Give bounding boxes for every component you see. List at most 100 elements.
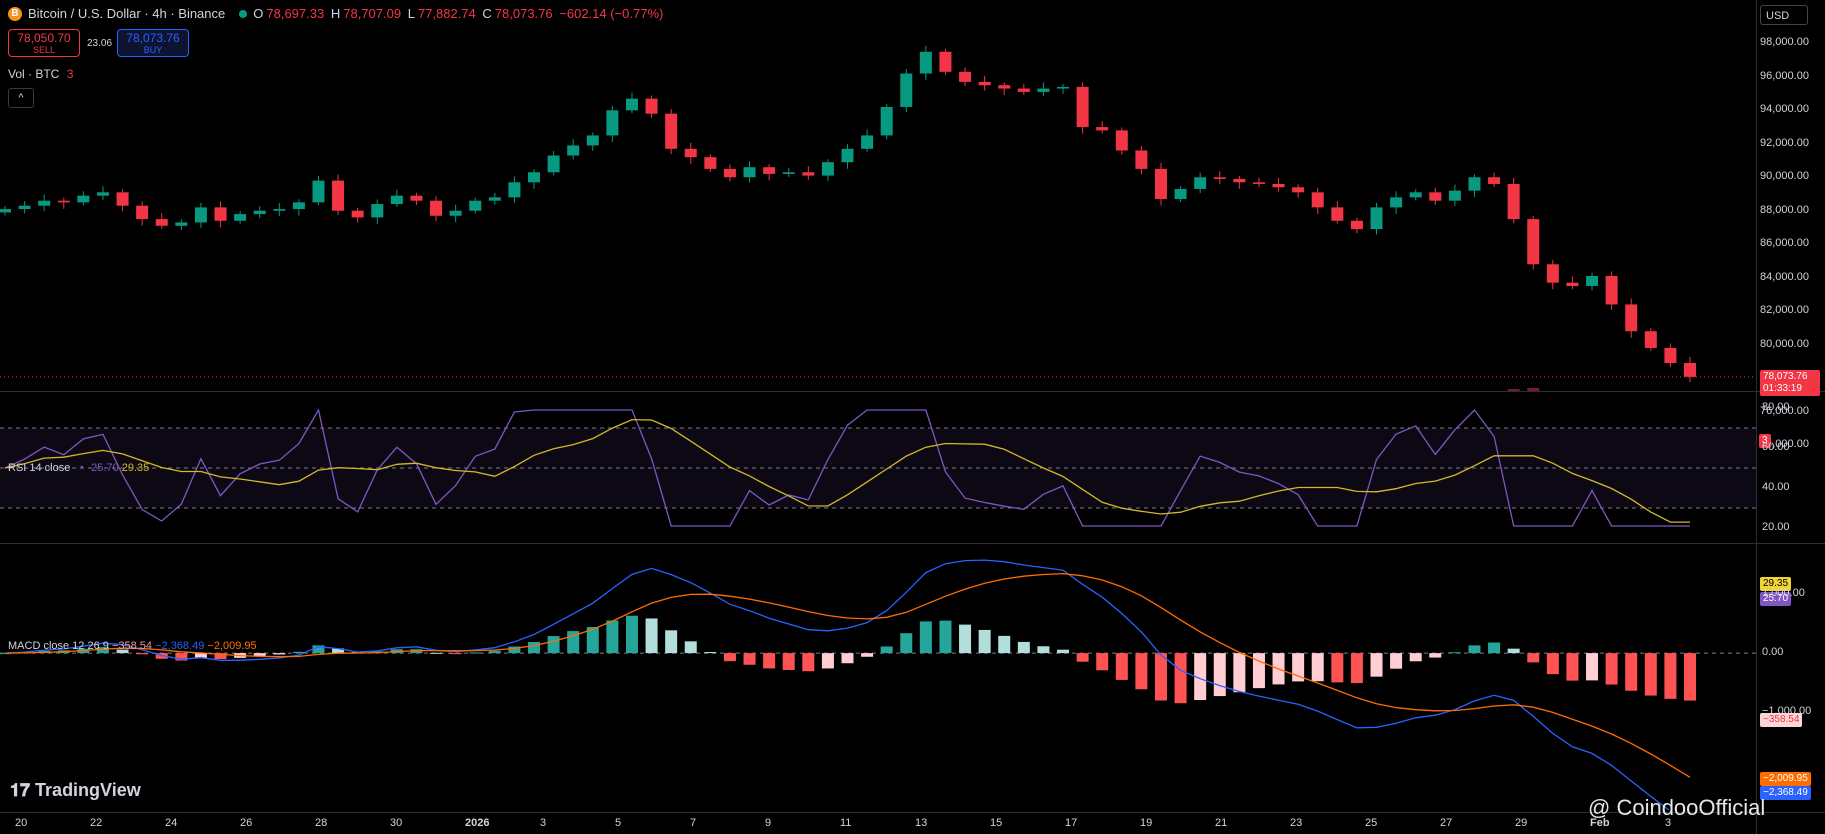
time-tick-label: 29	[1515, 817, 1528, 829]
candle-body	[390, 195, 403, 205]
candle-body	[1664, 347, 1677, 364]
candle-body	[136, 205, 149, 220]
macd-histogram-bar	[586, 627, 599, 654]
collapse-legend-button[interactable]: ^	[8, 88, 34, 108]
macd-signal-line	[4, 572, 1691, 778]
market-open-icon	[239, 9, 248, 18]
candle-body	[1017, 88, 1030, 92]
candle-body	[351, 210, 364, 218]
candle-body	[155, 219, 168, 226]
macd-histogram-bar	[1233, 653, 1246, 693]
macd-tick-label: 0.00	[1762, 646, 1784, 659]
time-tick-label: 27	[1440, 817, 1453, 829]
macd-histogram-bar	[332, 648, 345, 654]
macd-histogram-bar	[1350, 653, 1363, 684]
candle-body	[508, 182, 521, 198]
macd-histogram-bar	[1409, 653, 1422, 662]
ohlc-values: O 78,697.33 H 78,707.09 L 77,882.74 C 78,073…	[253, 6, 664, 21]
macd-histogram-bar	[1605, 653, 1618, 685]
candle-body	[1507, 183, 1520, 220]
sell-button[interactable]: 78,050.70 SELL	[8, 29, 80, 57]
rsi-tick-label: 80.00	[1762, 401, 1790, 413]
macd-histogram-bar	[1507, 648, 1520, 654]
macd-histogram-bar	[782, 653, 795, 670]
rsi-ma-line	[4, 419, 1690, 523]
price-tick-label: 76,000.00	[1760, 404, 1809, 417]
time-tick-label: 19	[1140, 817, 1153, 829]
price-tick-label: 84,000.00	[1760, 270, 1809, 283]
macd-histogram-bar	[508, 646, 521, 654]
candle-body	[253, 210, 266, 215]
candle-body	[1272, 183, 1285, 188]
price-axis[interactable]: 98,000.00 96,000.00 94,000.00 92,000.00 90,0…	[1760, 0, 1825, 450]
candle-body	[273, 209, 286, 211]
tradingview-logo[interactable]: 𝟏𝟕 TradingView	[10, 780, 141, 800]
candle-body	[939, 51, 952, 72]
candle-body	[1625, 304, 1638, 332]
currency-select[interactable]: USD	[1760, 5, 1808, 25]
macd-histogram-bar	[763, 653, 776, 669]
candle-body	[1527, 219, 1540, 265]
symbol-legend: B Bitcoin / U.S. Dollar · 4h · Binance O…	[8, 6, 666, 21]
macd-line-tag: −2,368.49	[1760, 786, 1811, 800]
rsi-axis[interactable]: 80.00 60.00 40.00 20.00	[1760, 393, 1825, 543]
candle-body	[645, 98, 658, 114]
macd-histogram-bar	[959, 624, 972, 654]
candle-body	[1586, 275, 1599, 287]
time-tick-label: 13	[915, 817, 928, 829]
buy-button[interactable]: 78,073.76 BUY	[117, 29, 189, 57]
candle-body	[802, 172, 815, 176]
candle-body	[234, 214, 247, 221]
macd-tick-label: 1,000.00	[1762, 587, 1805, 600]
candle-body	[1429, 192, 1442, 201]
macd-histogram-bar	[1370, 653, 1383, 677]
candle-body	[488, 197, 501, 201]
chevron-up-icon: ^	[18, 92, 24, 104]
time-tick-label: 23	[1290, 817, 1303, 829]
macd-histogram-bar	[1174, 653, 1187, 704]
candle-body	[449, 210, 462, 216]
candle-body	[1154, 168, 1167, 200]
loading-icon: ◔	[77, 462, 85, 474]
candle-body	[371, 204, 384, 218]
events-badge[interactable]: 3	[1759, 434, 1771, 448]
price-tick-label: 90,000.00	[1760, 170, 1809, 183]
time-axis[interactable]: 20 22 24 26 28 30 2026 3 5 7 9 11 13 15 17 19 21 23 25 27 29…	[0, 813, 1756, 834]
rsi-tick-label: 60.00	[1762, 441, 1790, 453]
last-price-tag: 78,073.76 01:33:19	[1760, 370, 1820, 396]
rsi-value-tag: 25.70	[1760, 592, 1792, 606]
time-tick-label: 24	[165, 817, 178, 829]
time-tick-label: 25	[1365, 817, 1378, 829]
macd-histogram-bar	[1468, 645, 1481, 654]
macd-axis[interactable]: 1,000.00 0.00 −1,000.00	[1760, 545, 1825, 810]
candle-body	[1292, 187, 1305, 193]
macd-histogram-bar	[469, 652, 482, 654]
macd-legend[interactable]: MACD close 12 26 9 −358.54 −2,368.49 −2,…	[8, 640, 257, 652]
rsi-tick-label: 40.00	[1762, 481, 1790, 493]
candle-body	[1096, 127, 1109, 131]
price-tick-label: 94,000.00	[1760, 103, 1809, 116]
macd-histogram-bar	[1154, 653, 1167, 701]
price-tick-label: 92,000.00	[1760, 136, 1809, 149]
macd-line	[4, 559, 1671, 810]
candle-body	[1684, 363, 1696, 377]
macd-histogram-bar	[116, 649, 129, 654]
macd-histogram-bar	[1684, 653, 1696, 701]
candle-body	[1331, 207, 1344, 221]
candle-body	[0, 209, 11, 213]
rsi-legend[interactable]: RSI 14 close ◔ 25.70 29.35	[8, 462, 150, 474]
macd-histogram-bar	[1057, 649, 1070, 654]
price-chart[interactable]	[0, 0, 1756, 392]
rsi-chart[interactable]	[0, 393, 1756, 543]
volume-bar	[1507, 389, 1520, 392]
time-tick-label: 7	[690, 817, 697, 829]
time-tick-label: 9	[765, 817, 772, 829]
candle-body	[684, 148, 697, 158]
macd-histogram-bar	[1527, 653, 1540, 663]
macd-histogram-bar	[1135, 653, 1148, 690]
symbol-title[interactable]: Bitcoin / U.S. Dollar · 4h · Binance	[28, 6, 226, 21]
candle-body	[1468, 177, 1481, 191]
rsi-tick-label: 20.00	[1762, 521, 1790, 533]
macd-chart[interactable]	[0, 545, 1756, 810]
volume-legend[interactable]: Vol · BTC 3	[8, 67, 74, 81]
